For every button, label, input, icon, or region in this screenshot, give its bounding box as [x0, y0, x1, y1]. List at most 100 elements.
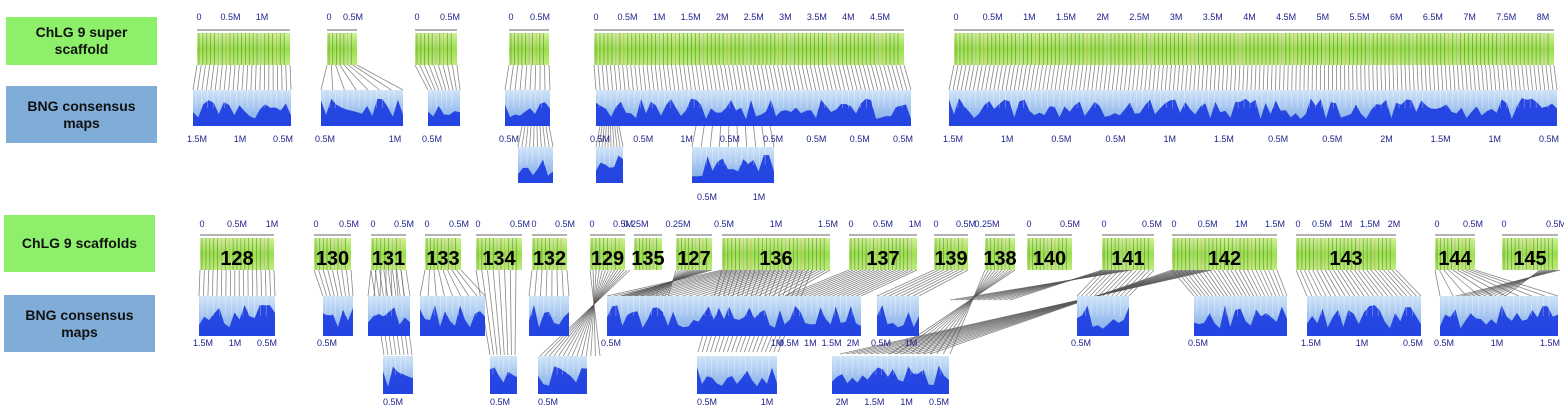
top-map-tick-1-1: 1M [234, 134, 247, 144]
cross-alignment-129 [539, 269, 631, 357]
super-scaffold-segment-6 [954, 29, 1554, 65]
scaffold-132 [532, 234, 567, 270]
top-map-tick-6-6: 0.5M [1268, 134, 1288, 144]
top-alignment-4 [504, 64, 551, 91]
scaffold-136 [722, 234, 830, 270]
top-tick-2-0: 0 [326, 12, 331, 22]
scaffold-label-134: 134 [482, 248, 516, 270]
top-map-tick-5-4: 0.5M [763, 134, 783, 144]
scaffold-tick-133-1: 0.5M [449, 219, 469, 229]
bottom-alignment-11 [1295, 269, 1422, 297]
scaffold-tick-143-1: 0.5M [1312, 219, 1332, 229]
top-tick-3-0: 0 [414, 12, 419, 22]
top-tick-3-1: 0.5M [440, 12, 460, 22]
scaffold-tick-136-1: 1M [770, 219, 783, 229]
lower-map-tick-5-0: 2M [836, 397, 849, 407]
scaffold-tick-130-0: 0 [313, 219, 318, 229]
scaffold-138 [985, 234, 1015, 270]
top-map-tick-6-5: 1.5M [1214, 134, 1234, 144]
bottom-alignment-8 [876, 269, 969, 297]
top-tick-5-9: 4.5M [870, 12, 890, 22]
scaffold-tick-133-0: 0 [424, 219, 429, 229]
lower-bng-map-2 [490, 356, 517, 394]
scaffolds-label: ChLG 9 scaffolds [4, 215, 155, 272]
bottom-map-tick-1-1: 1M [229, 338, 242, 348]
top-tick-6-5: 2.5M [1129, 12, 1149, 22]
top-tick-6-4: 2M [1096, 12, 1109, 22]
bottom-map-tick-11-2: 0.5M [1403, 338, 1423, 348]
top-tick-6-13: 6.5M [1423, 12, 1443, 22]
scaffold-label-140: 140 [1033, 248, 1066, 270]
scaffold-139 [934, 234, 968, 270]
scaffold-tick-138-0: 0.25M [974, 219, 999, 229]
lower-bng-map-1 [383, 356, 413, 394]
cross-alignment-145 [1439, 269, 1561, 301]
top-map-tick-4-0: 0.5M [499, 134, 519, 144]
bottom-map-tick-7-0: 0.5M [779, 338, 799, 348]
scaffold-145 [1502, 234, 1558, 270]
top-map-tick-6-0: 1.5M [943, 134, 963, 144]
scaffold-tick-129-0: 0 [589, 219, 594, 229]
bottom-map-tick-8-0: 0.5M [871, 338, 891, 348]
top-map-tick-1-0: 1.5M [187, 134, 207, 144]
scaffold-tick-127-0: 0.25M [665, 219, 690, 229]
top-map-tick-6-3: 0.5M [1106, 134, 1126, 144]
top-bng-map-4 [505, 90, 550, 126]
super-scaffold-segment-2 [327, 29, 357, 65]
scaffold-tick-137-0: 0 [848, 219, 853, 229]
scaffold-tick-129-1: 0.5M [613, 219, 633, 229]
bottom-bng-map-12 [1440, 296, 1558, 336]
bottom-bng-map-7 [785, 296, 861, 336]
scaffold-tick-131-1: 0.5M [394, 219, 414, 229]
bottom-bng-map-6 [607, 296, 785, 336]
scaffold-label-142: 142 [1208, 248, 1241, 270]
scaffold-tick-136-0: 0.5M [714, 219, 734, 229]
scaffold-131 [371, 234, 406, 270]
top-map-tick-3-0: 0.5M [422, 134, 442, 144]
scaffold-144 [1435, 234, 1475, 270]
scaffold-tick-132-1: 0.5M [555, 219, 575, 229]
scaffold-tick-131-0: 0 [370, 219, 375, 229]
scaffold-label-132: 132 [533, 248, 566, 270]
bottom-bng-map-9 [1077, 296, 1129, 336]
bottom-bng-map-3 [368, 296, 410, 336]
scaffold-tick-143-4: 2M [1388, 219, 1401, 229]
scaffold-tick-142-0: 0 [1171, 219, 1176, 229]
super-scaffold-segment-1 [197, 29, 290, 65]
scaffold-label-130: 130 [316, 248, 349, 270]
super-scaffold-segment-5 [594, 29, 904, 65]
lower-bng-map-5 [832, 356, 949, 394]
scaffold-tick-134-0: 0 [475, 219, 480, 229]
scaffold-tick-135-0: 0.25M [623, 219, 648, 229]
bottom-alignment-5 [528, 269, 570, 297]
lower-map-tick-1-0: 0.5M [383, 397, 403, 407]
lower-map-tick-5-2: 1M [900, 397, 913, 407]
scaffold-tick-128-1: 0.5M [227, 219, 247, 229]
scaffold-tick-132-0: 0 [531, 219, 536, 229]
top-tick-6-11: 5.5M [1350, 12, 1370, 22]
scaffold-tick-137-1: 0.5M [873, 219, 893, 229]
scaffold-label-135: 135 [631, 248, 664, 270]
scaffold-tick-142-1: 0.5M [1198, 219, 1218, 229]
scaffold-label-136: 136 [759, 248, 792, 270]
bottom-map-tick-8-1: 1M [905, 338, 918, 348]
scaffold-label-139: 139 [934, 248, 967, 270]
super-scaffold-label: ChLG 9 super scaffold [6, 17, 157, 65]
top-map-tick-5-1: 0.5M [633, 134, 653, 144]
top-alignment-2 [320, 64, 404, 91]
top-tick-5-4: 2M [716, 12, 729, 22]
top-tick-6-14: 7M [1463, 12, 1476, 22]
top-tick-6-10: 5M [1317, 12, 1330, 22]
lower-map-tick-4-0: 0.5M [697, 397, 717, 407]
top-sub-map-1 [518, 147, 553, 183]
top-tick-6-0: 0 [953, 12, 958, 22]
scaffold-label-138: 138 [983, 248, 1016, 270]
cross-alignment-142 [839, 269, 1213, 355]
scaffold-140 [1027, 234, 1072, 270]
top-map-tick-6-7: 0.5M [1322, 134, 1342, 144]
scaffold-label-143: 143 [1329, 248, 1362, 270]
bottom-bng-map-4 [420, 296, 485, 336]
scaffold-tick-137-2: 1M [909, 219, 922, 229]
top-bng-map-5 [596, 90, 911, 126]
